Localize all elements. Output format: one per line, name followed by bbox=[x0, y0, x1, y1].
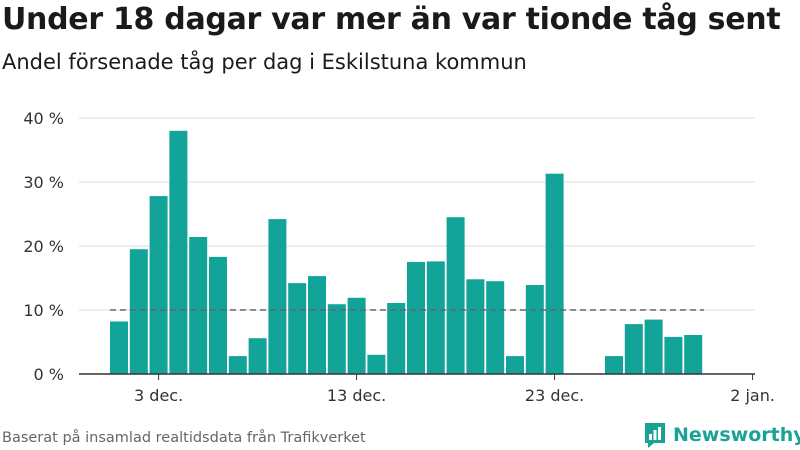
bar bbox=[347, 297, 366, 374]
x-tick-label: 23 dec. bbox=[525, 386, 584, 405]
bar bbox=[149, 196, 168, 374]
bar bbox=[248, 338, 267, 374]
bar bbox=[545, 173, 564, 374]
bar bbox=[228, 356, 247, 374]
x-tick-label: 2 jan. bbox=[730, 386, 775, 405]
bar-chart: 0 % 10 % 20 % 30 % 40 % 3 dec. 13 dec. 23 dec.… bbox=[23, 109, 775, 405]
bar bbox=[367, 354, 386, 374]
bar bbox=[169, 130, 188, 374]
bar bbox=[605, 356, 623, 374]
y-axis: 0 % 10 % 20 % 30 % 40 % bbox=[23, 109, 64, 384]
bar bbox=[268, 219, 287, 374]
y-tick-label: 10 % bbox=[23, 301, 64, 320]
bar bbox=[129, 249, 148, 374]
bar bbox=[664, 336, 683, 374]
brand-logo: Newsworthy bbox=[643, 421, 800, 449]
bar bbox=[407, 262, 425, 374]
bar bbox=[308, 276, 326, 374]
bar bbox=[525, 285, 544, 374]
x-tick-label: 13 dec. bbox=[327, 386, 386, 405]
bar bbox=[446, 217, 465, 374]
bar bbox=[466, 279, 485, 374]
brand-name: Newsworthy bbox=[673, 424, 800, 446]
bar bbox=[644, 319, 663, 374]
chart-title: Under 18 dagar var mer än var tionde tåg… bbox=[2, 2, 781, 37]
bar bbox=[209, 256, 227, 374]
bar bbox=[110, 321, 128, 374]
y-tick-label: 40 % bbox=[23, 109, 64, 128]
bar bbox=[387, 303, 406, 374]
bar bbox=[684, 335, 703, 374]
x-tick-label: 3 dec. bbox=[134, 386, 183, 405]
bar bbox=[506, 356, 524, 374]
bar bbox=[189, 237, 208, 374]
y-tick-label: 0 % bbox=[34, 365, 64, 384]
bar bbox=[426, 261, 445, 374]
y-tick-label: 30 % bbox=[23, 173, 64, 192]
bars bbox=[110, 130, 703, 374]
bar bbox=[288, 283, 307, 374]
x-axis: 3 dec. 13 dec. 23 dec. 2 jan. bbox=[79, 373, 775, 405]
bar bbox=[624, 324, 643, 374]
source-note: Baserat på insamlad realtidsdata från Tr… bbox=[2, 430, 366, 446]
newsworthy-logo-icon bbox=[645, 423, 665, 448]
bar bbox=[327, 304, 346, 374]
bar bbox=[486, 281, 505, 374]
y-tick-label: 20 % bbox=[23, 237, 64, 256]
chart-subtitle: Andel försenade tåg per dag i Eskilstuna… bbox=[2, 50, 527, 74]
